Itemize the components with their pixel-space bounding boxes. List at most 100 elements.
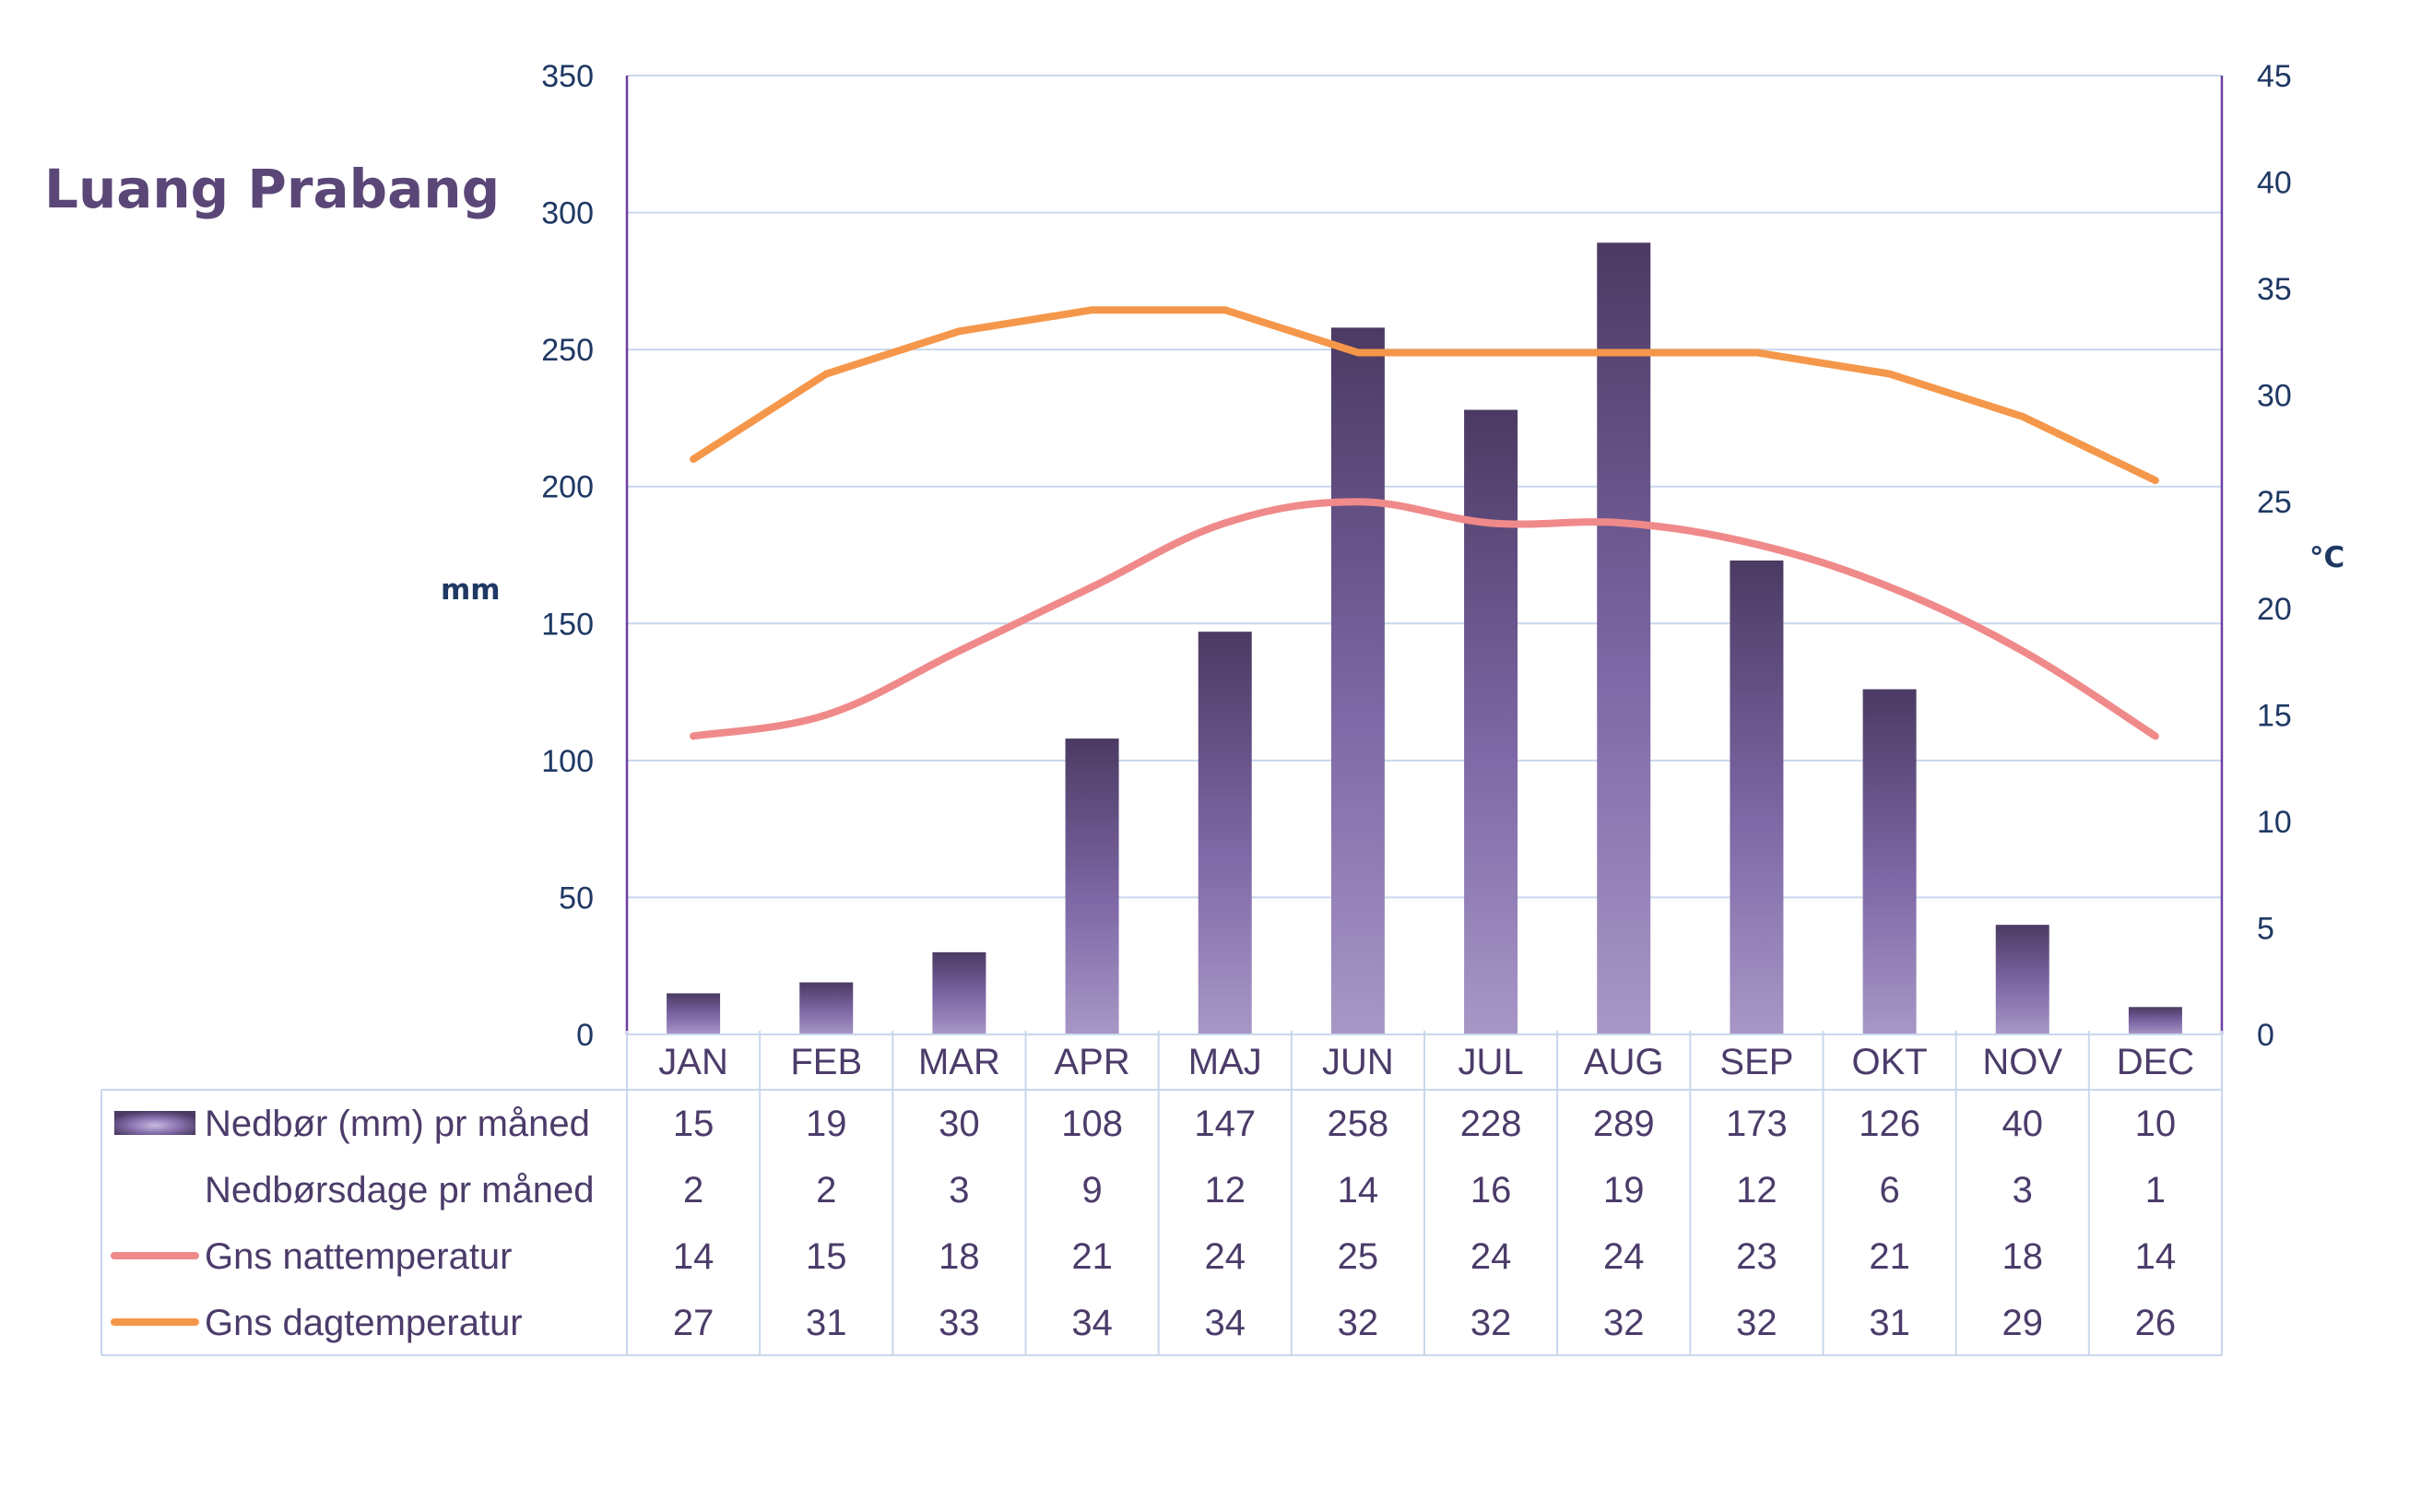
table-cell: 19 [1603, 1170, 1645, 1211]
table-cell: 3 [949, 1170, 969, 1211]
table-cell: 40 [2002, 1104, 2044, 1144]
bar-rainfall [1198, 632, 1252, 1034]
table-cell: 15 [806, 1236, 847, 1277]
right-tick-label: 20 [2257, 592, 2292, 627]
table-cell: 15 [673, 1104, 714, 1144]
legend-entry: Nedbør (mm) pr måned [205, 1104, 590, 1144]
left-tick-label: 100 [541, 744, 594, 779]
legend-entry: Gns dagtemperatur [205, 1303, 523, 1343]
x-tick-label: SEP [1719, 1042, 1793, 1082]
table-cell: 289 [1593, 1104, 1655, 1144]
table-cell: 14 [673, 1236, 714, 1277]
line-day-temp [690, 306, 2159, 485]
left-tick-label: 300 [541, 196, 594, 231]
x-tick-label: MAR [918, 1042, 1000, 1082]
table-cell: 34 [1071, 1303, 1113, 1343]
bar-rainfall [1330, 327, 1385, 1034]
table-cell: 32 [1603, 1303, 1645, 1343]
table-cell: 24 [1205, 1236, 1246, 1277]
left-tick-label: 250 [541, 333, 594, 368]
bar-rainfall [1597, 242, 1651, 1034]
table-cell: 126 [1859, 1104, 1920, 1144]
x-tick-label: MAJ [1188, 1042, 1262, 1082]
x-tick-label: JUL [1458, 1042, 1524, 1082]
legend-entry: Nedbørsdage pr måned [205, 1170, 594, 1211]
x-tick-label: FEB [790, 1042, 862, 1082]
right-axis-label: °C [2309, 541, 2344, 574]
table-cell: 147 [1194, 1104, 1256, 1144]
chart-title: Luang Prabang [44, 158, 500, 220]
table-cell: 31 [1869, 1303, 1910, 1343]
right-tick-label: 30 [2257, 379, 2292, 414]
left-tick-label: 350 [541, 59, 594, 94]
table-cell: 32 [1338, 1303, 1379, 1343]
table-cell: 12 [1205, 1170, 1246, 1211]
table-cell: 3 [2013, 1170, 2033, 1211]
table-cell: 16 [1470, 1170, 1512, 1211]
table-cell: 21 [1869, 1236, 1910, 1277]
x-tick-label: APR [1054, 1042, 1129, 1082]
x-tick-label: DEC [2117, 1042, 2194, 1082]
x-tick-label: AUG [1584, 1042, 1664, 1082]
table-cell: 27 [673, 1303, 714, 1343]
right-tick-label: 10 [2257, 805, 2292, 840]
bar-rainfall [1995, 925, 2049, 1034]
table-cell: 258 [1328, 1104, 1389, 1144]
x-tick-label: OKT [1851, 1042, 1927, 1082]
table-cell: 14 [2135, 1236, 2177, 1277]
left-axis-label: mm [441, 573, 501, 607]
bar-rainfall [1065, 738, 1119, 1034]
table-cell: 14 [1338, 1170, 1379, 1211]
right-tick-label: 15 [2257, 698, 2292, 733]
table-cell: 1 [2145, 1170, 2166, 1211]
right-tick-label: 5 [2257, 911, 2274, 946]
bar-rainfall [799, 982, 854, 1034]
left-tick-label: 50 [559, 880, 594, 915]
table-cell: 9 [1081, 1170, 1102, 1211]
table-cell: 173 [1726, 1104, 1788, 1144]
table-cell: 33 [939, 1303, 980, 1343]
axes [625, 76, 2224, 1035]
right-tick-label: 45 [2257, 59, 2292, 94]
table-cell: 23 [1736, 1236, 1777, 1277]
table-cell: 26 [2135, 1303, 2177, 1343]
x-tick-label: NOV [1982, 1042, 2062, 1082]
table-cell: 32 [1470, 1303, 1512, 1343]
right-tick-label: 40 [2257, 166, 2292, 201]
tick-labels: 0 50 100 150 200 250 300 350 0 5 10 15 20 25 30 35 40 45 [541, 59, 2292, 1053]
x-tick-label: JAN [658, 1042, 728, 1082]
table-cell: 18 [939, 1236, 980, 1277]
table-cell: 108 [1061, 1104, 1123, 1144]
table-cell: 18 [2002, 1236, 2044, 1277]
left-tick-label: 200 [541, 470, 594, 505]
table-cell: 12 [1736, 1170, 1777, 1211]
x-tick-label: JUN [1322, 1042, 1394, 1082]
legend-key-bar [114, 1111, 195, 1135]
left-tick-label: 150 [541, 607, 594, 642]
table-cell: 24 [1470, 1236, 1512, 1277]
table-cell: 21 [1071, 1236, 1113, 1277]
bar-rainfall [1464, 409, 1518, 1034]
bars [667, 242, 2182, 1034]
table-cell: 30 [939, 1104, 980, 1144]
table-cell: 10 [2135, 1104, 2177, 1144]
table-cell: 2 [683, 1170, 703, 1211]
table-cell: 24 [1603, 1236, 1645, 1277]
data-table: JAN FEB MAR APR MAJ JUN JUL AUG SEP OKT NOV DEC Nedb… [100, 1031, 2223, 1356]
table-cell: 29 [2002, 1303, 2044, 1343]
right-tick-label: 35 [2257, 272, 2292, 307]
table-cell: 32 [1736, 1303, 1777, 1343]
bar-rainfall [932, 951, 986, 1034]
gridlines [627, 75, 2222, 899]
table-cell: 2 [816, 1170, 836, 1211]
table-cell: 6 [1879, 1170, 1899, 1211]
table-cell: 19 [806, 1104, 847, 1144]
table-cell: 25 [1338, 1236, 1379, 1277]
right-tick-label: 0 [2257, 1018, 2274, 1053]
table-cell: 34 [1205, 1303, 1246, 1343]
temperature-lines [690, 306, 2159, 740]
bar-rainfall [1862, 689, 1917, 1034]
line-night-temp [690, 498, 2159, 740]
bar-rainfall [1730, 560, 1784, 1034]
